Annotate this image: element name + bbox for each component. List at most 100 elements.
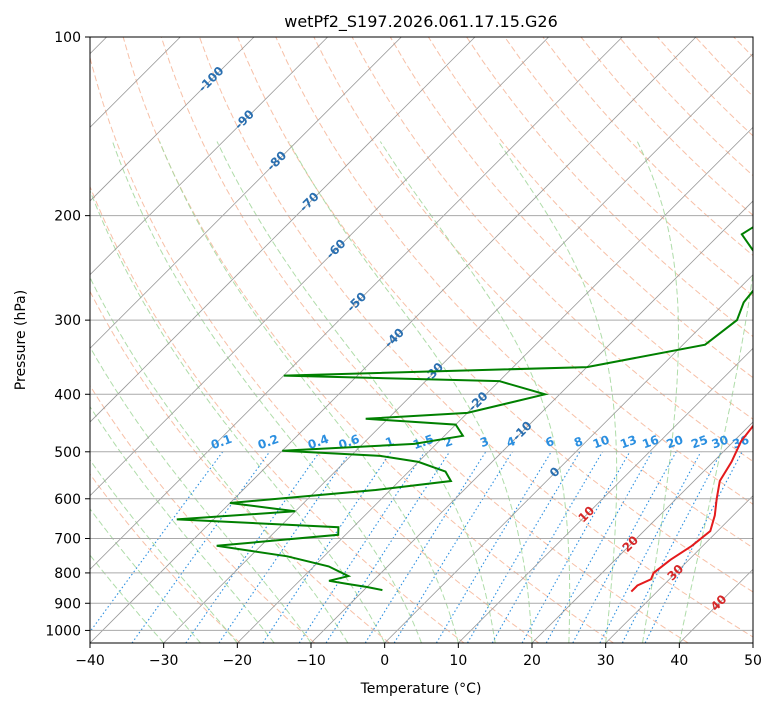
chart-title: wetPf2_S197.2026.061.17.15.G26	[284, 12, 558, 32]
mixing-ratio-line	[325, 451, 451, 643]
dry-adiabat	[90, 55, 540, 643]
mixing-ratio-label: 25	[689, 433, 709, 452]
y-tick-label: 500	[54, 445, 81, 461]
x-tick-label: −40	[75, 653, 105, 669]
mixing-ratio-line	[621, 451, 722, 643]
isotherm-line	[458, 347, 753, 643]
dry-adiabat	[313, 37, 753, 505]
moist-adiabat	[288, 141, 533, 643]
mixing-ratio-line	[521, 451, 631, 643]
moist-adiabat	[159, 141, 459, 643]
mixing-ratio-line	[90, 451, 224, 633]
mixing-ratio-label: 1	[383, 434, 396, 450]
isotherm-line	[310, 200, 753, 643]
y-tick-label: 100	[54, 30, 81, 46]
isotherm-label: 0	[547, 464, 563, 480]
mixing-ratio-label: 30	[710, 433, 730, 452]
mixing-ratio-label: 16	[640, 433, 660, 452]
dry-adiabat	[733, 37, 753, 58]
dry-adiabat	[695, 37, 753, 98]
mixing-ratio-label: 3	[478, 434, 491, 450]
mixing-ratio-line	[131, 451, 271, 643]
dry-adiabat	[275, 37, 753, 549]
dry-adiabat	[90, 185, 465, 643]
dry-adiabat	[122, 37, 614, 643]
mixing-ratio-label: 13	[618, 433, 638, 452]
x-tick-label: −20	[223, 653, 253, 669]
y-tick-label: 300	[54, 313, 81, 329]
y-tick-label: 900	[54, 596, 81, 612]
isotherm-line	[90, 37, 549, 497]
y-tick-label: 600	[54, 492, 81, 508]
dry-adiabat	[466, 37, 753, 338]
mixing-ratio-line	[185, 451, 321, 643]
dry-adiabat	[90, 384, 316, 643]
dry-adiabat	[504, 37, 753, 297]
moist-adiabat	[678, 268, 753, 643]
isotherm-label: -70	[297, 189, 322, 214]
isotherm-label: -100	[195, 64, 226, 95]
isotherm-label: 10	[576, 503, 598, 525]
isotherm-label: 20	[619, 533, 641, 555]
mixing-ratio-label: 20	[665, 433, 685, 452]
isotherm-line	[531, 421, 753, 643]
mixing-ratio-line	[572, 451, 677, 643]
x-tick-label: −10	[296, 653, 326, 669]
dry-adiabat	[389, 37, 753, 420]
temperature-line	[630, 424, 753, 593]
mixing-ratio-line	[467, 451, 581, 643]
isotherm-label: -40	[382, 325, 407, 350]
isotherm-label: 30	[665, 562, 687, 584]
moist-adiabat	[216, 141, 496, 643]
isotherm-label: 40	[708, 592, 730, 614]
dry-adiabat	[351, 37, 753, 463]
mixing-ratio-line	[435, 451, 552, 643]
isotherm-line	[90, 37, 697, 643]
x-tick-label: 40	[670, 653, 688, 669]
moist-adiabat	[90, 554, 165, 643]
mixing-ratio-label: 0.4	[306, 432, 331, 452]
isotherm-line	[90, 37, 255, 202]
isotherm-label: -50	[344, 289, 369, 314]
mixing-ratio-line	[364, 451, 487, 643]
mixing-ratio-line	[262, 451, 392, 643]
isotherm-line	[605, 495, 753, 643]
isotherm-label: -90	[232, 107, 257, 132]
y-tick-label: 800	[54, 566, 81, 582]
isotherm-line	[384, 274, 753, 643]
y-axis-label: Pressure (hPa)	[13, 290, 29, 390]
isotherm-label: -80	[264, 148, 289, 173]
isotherm-line	[237, 126, 753, 643]
mixing-ratio-line	[298, 451, 426, 643]
profile-series	[176, 226, 753, 593]
dry-adiabat	[90, 290, 390, 643]
isotherm-line	[752, 642, 753, 643]
dewpoint-line	[176, 226, 753, 592]
dry-adiabat	[580, 37, 753, 216]
dry-adiabat	[160, 37, 689, 643]
y-tick-label: 1000	[45, 623, 81, 639]
x-axis-label: Temperature (°C)	[360, 681, 482, 697]
x-tick-label: 30	[597, 653, 615, 669]
mixing-ratio-label: 6	[544, 434, 557, 450]
background-lines	[90, 37, 753, 643]
isotherm-label: -60	[323, 236, 348, 261]
y-tick-label: 700	[54, 532, 81, 548]
dry-adiabat	[237, 37, 753, 593]
dry-adiabat	[657, 37, 753, 137]
x-tick-label: 0	[380, 653, 389, 669]
isotherm-line	[90, 37, 402, 349]
plot-frame	[89, 36, 754, 644]
mixing-ratio-labels: 0.1 0.2 0.4 0.6 1 1.5 2 3 4 6 8 10 13 16 20 25 30 36	[209, 432, 751, 452]
y-tick-label: 200	[54, 209, 81, 225]
mixing-ratio-label: 10	[591, 433, 611, 452]
dry-adiabat	[90, 473, 241, 643]
x-axis-ticks: −40 −30 −20 −10 0 10 20 30 40 50	[75, 643, 762, 669]
mixing-ratio-line	[545, 451, 653, 643]
mixing-ratio-line	[599, 451, 702, 643]
isotherm-line	[90, 37, 476, 423]
dry-adiabat	[542, 37, 753, 257]
mixing-ratio-label: 0.1	[209, 432, 234, 452]
mixing-ratio-label: 8	[572, 434, 585, 450]
